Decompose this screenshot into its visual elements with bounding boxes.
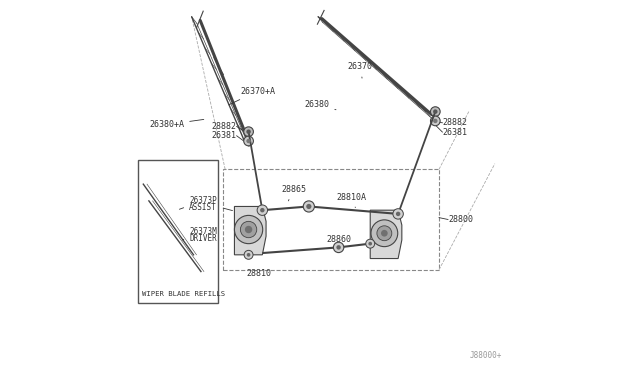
Circle shape: [431, 107, 440, 116]
Text: 26381: 26381: [443, 128, 468, 137]
Text: 28810A: 28810A: [188, 198, 232, 211]
Text: 28810: 28810: [246, 269, 271, 278]
Text: 26380+A: 26380+A: [149, 119, 204, 129]
Circle shape: [365, 239, 374, 248]
Text: 26370: 26370: [348, 62, 373, 78]
Bar: [138, 160, 218, 303]
Circle shape: [244, 127, 253, 137]
Circle shape: [431, 116, 440, 126]
Text: 28810A: 28810A: [337, 193, 367, 208]
Text: 28860: 28860: [326, 235, 352, 244]
Circle shape: [245, 226, 252, 233]
Circle shape: [371, 220, 397, 247]
Text: 28882: 28882: [443, 118, 468, 127]
Text: 26380: 26380: [305, 100, 336, 110]
Text: 28882: 28882: [211, 122, 236, 131]
Text: 26370+A: 26370+A: [228, 87, 275, 105]
Circle shape: [396, 212, 401, 216]
Circle shape: [246, 129, 251, 134]
Circle shape: [244, 136, 253, 146]
Circle shape: [433, 119, 438, 123]
Text: 26381: 26381: [211, 131, 236, 140]
Circle shape: [257, 205, 268, 215]
Text: 26373M: 26373M: [182, 227, 217, 240]
Circle shape: [333, 242, 344, 253]
Polygon shape: [234, 206, 266, 255]
Circle shape: [260, 208, 264, 212]
Circle shape: [241, 221, 257, 238]
Text: 28800: 28800: [449, 215, 474, 224]
Circle shape: [244, 250, 253, 259]
Circle shape: [246, 139, 251, 143]
Text: DRIVER: DRIVER: [189, 234, 217, 243]
Text: ASSIST: ASSIST: [189, 203, 217, 212]
Circle shape: [381, 230, 388, 237]
Circle shape: [246, 253, 250, 257]
Circle shape: [377, 226, 392, 241]
Text: 28865: 28865: [281, 185, 306, 201]
Circle shape: [433, 109, 438, 114]
Circle shape: [234, 215, 262, 244]
Text: J88000+: J88000+: [469, 351, 502, 360]
Polygon shape: [370, 210, 402, 259]
Circle shape: [393, 209, 403, 219]
Circle shape: [303, 201, 314, 212]
Circle shape: [306, 204, 312, 209]
Text: WIPER BLADE REFILLS: WIPER BLADE REFILLS: [142, 291, 225, 297]
Circle shape: [369, 242, 372, 246]
Circle shape: [337, 245, 341, 250]
Text: 26373P: 26373P: [179, 196, 217, 209]
